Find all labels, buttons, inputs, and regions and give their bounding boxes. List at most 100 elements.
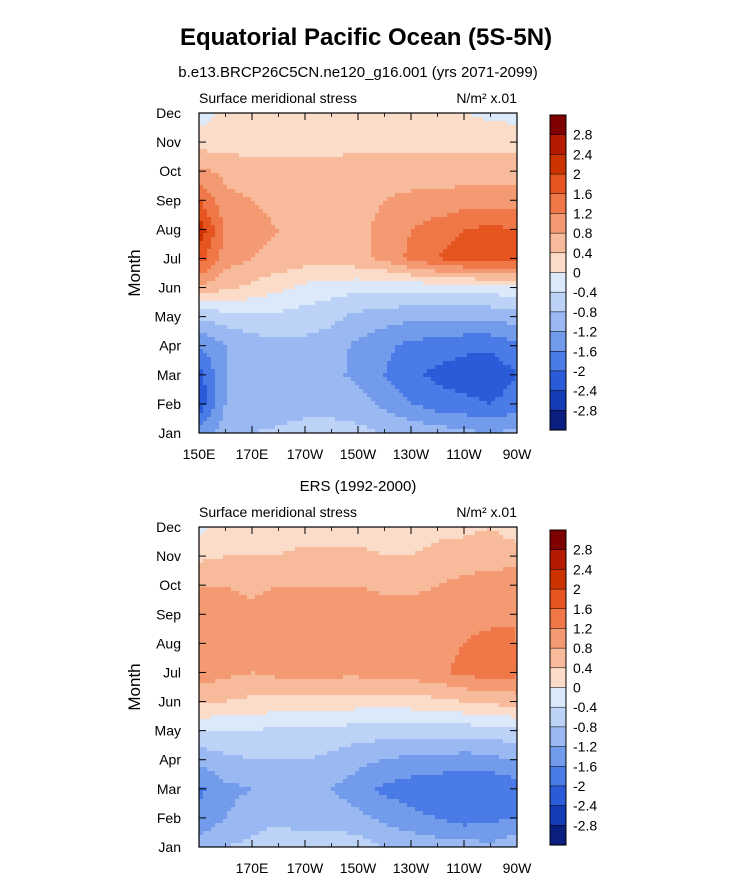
heatmap-cell bbox=[415, 321, 420, 326]
heatmap-cell bbox=[335, 313, 340, 318]
heatmap-cell bbox=[395, 261, 400, 266]
heatmap-cell bbox=[455, 117, 460, 122]
heatmap-cell bbox=[287, 249, 292, 254]
heatmap-cell bbox=[271, 193, 276, 198]
heatmap-cell bbox=[431, 149, 436, 154]
heatmap-cell bbox=[287, 193, 292, 198]
heatmap-cell bbox=[227, 125, 232, 130]
heatmap-cell bbox=[443, 293, 448, 298]
heatmap-cell bbox=[483, 153, 488, 158]
heatmap-cell bbox=[463, 149, 468, 154]
heatmap-cell bbox=[431, 345, 436, 350]
heatmap-cell bbox=[327, 281, 332, 286]
heatmap-cell bbox=[259, 169, 264, 174]
heatmap-cell bbox=[311, 249, 316, 254]
heatmap-cell bbox=[375, 229, 380, 234]
heatmap-cell bbox=[283, 185, 288, 190]
heatmap-cell bbox=[503, 285, 508, 290]
heatmap-cell bbox=[259, 217, 264, 222]
heatmap-cell bbox=[315, 201, 320, 206]
heatmap-cell bbox=[447, 197, 452, 202]
heatmap-cell bbox=[383, 209, 388, 214]
heatmap-cell bbox=[279, 117, 284, 122]
heatmap-cell bbox=[495, 177, 500, 182]
heatmap-cell bbox=[279, 281, 284, 286]
heatmap-cell bbox=[251, 145, 256, 150]
heatmap-cell bbox=[459, 173, 464, 178]
heatmap-cell bbox=[295, 357, 300, 362]
heatmap-cell bbox=[247, 353, 252, 358]
heatmap-cell bbox=[479, 281, 484, 286]
heatmap-cell bbox=[507, 209, 512, 214]
heatmap-cell bbox=[267, 153, 272, 158]
heatmap-cell bbox=[375, 333, 380, 338]
heatmap-cell bbox=[379, 201, 384, 206]
heatmap-cell bbox=[447, 133, 452, 138]
heatmap-cell bbox=[459, 201, 464, 206]
heatmap-cell bbox=[239, 185, 244, 190]
heatmap-cell bbox=[411, 141, 416, 146]
heatmap-cell bbox=[207, 113, 212, 118]
heatmap-cell bbox=[311, 341, 316, 346]
heatmap-cell bbox=[247, 137, 252, 142]
heatmap-cell bbox=[491, 197, 496, 202]
heatmap-cell bbox=[307, 257, 312, 262]
heatmap-cell bbox=[347, 125, 352, 130]
heatmap-cell bbox=[267, 129, 272, 134]
heatmap-cell bbox=[367, 329, 372, 334]
heatmap-cell bbox=[443, 201, 448, 206]
heatmap-cell bbox=[375, 285, 380, 290]
heatmap-cell bbox=[235, 245, 240, 250]
heatmap-cell bbox=[395, 189, 400, 194]
heatmap-cell bbox=[259, 341, 264, 346]
heatmap-cell bbox=[323, 117, 328, 122]
heatmap-cell bbox=[327, 161, 332, 166]
heatmap-cell bbox=[355, 349, 360, 354]
heatmap-cell bbox=[235, 181, 240, 186]
heatmap-cell bbox=[255, 185, 260, 190]
heatmap-cell bbox=[287, 281, 292, 286]
heatmap-cell bbox=[299, 209, 304, 214]
heatmap-cell bbox=[211, 245, 216, 250]
heatmap-cell bbox=[483, 177, 488, 182]
heatmap-cell bbox=[235, 129, 240, 134]
heatmap-cell bbox=[207, 205, 212, 210]
heatmap-cell bbox=[435, 273, 440, 278]
heatmap-cell bbox=[443, 329, 448, 334]
heatmap-cell bbox=[239, 325, 244, 330]
heatmap-cell bbox=[355, 141, 360, 146]
heatmap-cell bbox=[415, 201, 420, 206]
heatmap-cell bbox=[447, 205, 452, 210]
heatmap-cell bbox=[295, 145, 300, 150]
heatmap-cell bbox=[447, 181, 452, 186]
heatmap-cell bbox=[279, 153, 284, 158]
heatmap-cell bbox=[483, 257, 488, 262]
heatmap-cell bbox=[403, 113, 408, 118]
heatmap-cell bbox=[311, 345, 316, 350]
heatmap-cell bbox=[427, 165, 432, 170]
heatmap-cell bbox=[319, 277, 324, 282]
heatmap-cell bbox=[351, 217, 356, 222]
heatmap-cell bbox=[231, 221, 236, 226]
heatmap-cell bbox=[247, 233, 252, 238]
heatmap-cell bbox=[439, 189, 444, 194]
heatmap-cell bbox=[243, 117, 248, 122]
heatmap-cell bbox=[227, 313, 232, 318]
heatmap-cell bbox=[419, 317, 424, 322]
heatmap-cell bbox=[431, 349, 436, 354]
heatmap-cell bbox=[327, 157, 332, 162]
heatmap-cell bbox=[303, 297, 308, 302]
heatmap-cell bbox=[455, 161, 460, 166]
heatmap-cell bbox=[399, 305, 404, 310]
heatmap-cell bbox=[399, 317, 404, 322]
heatmap-cell bbox=[319, 273, 324, 278]
heatmap-cell bbox=[423, 137, 428, 142]
heatmap-cell bbox=[351, 213, 356, 218]
heatmap-cell bbox=[443, 177, 448, 182]
heatmap-cell bbox=[463, 257, 468, 262]
heatmap-cell bbox=[227, 301, 232, 306]
heatmap-cell bbox=[203, 221, 208, 226]
heatmap-cell bbox=[459, 301, 464, 306]
heatmap-cell bbox=[267, 197, 272, 202]
heatmap-cell bbox=[375, 181, 380, 186]
